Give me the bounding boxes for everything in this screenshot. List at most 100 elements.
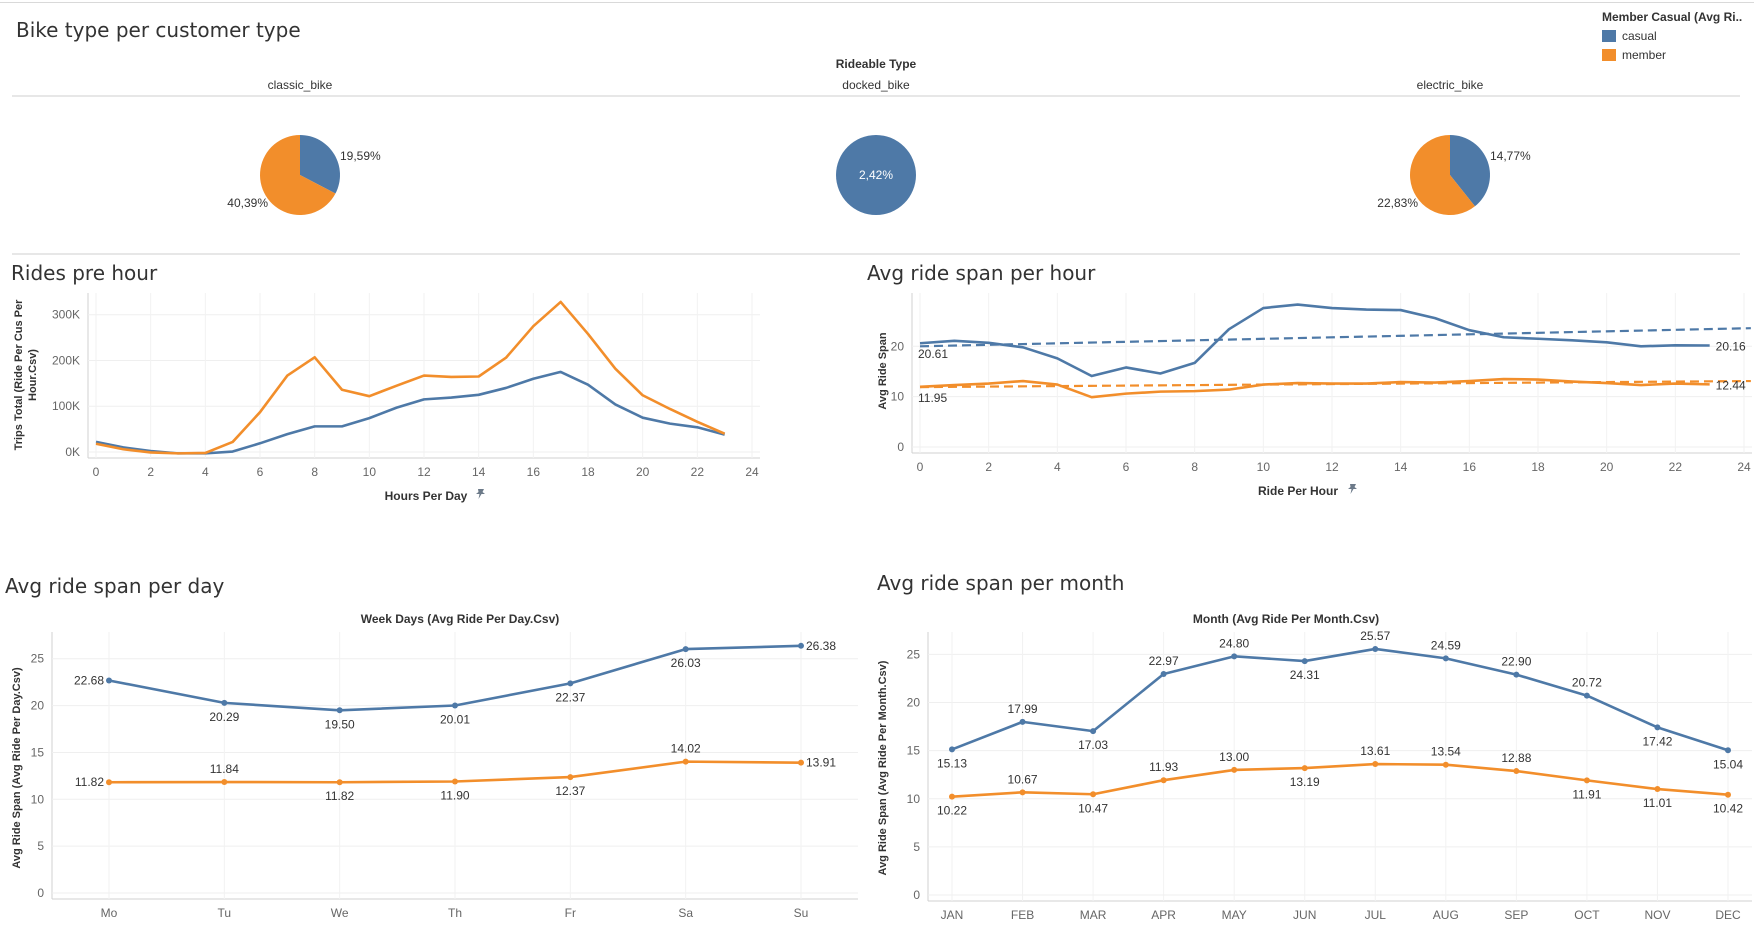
data-label-casual: 25.57	[1360, 629, 1390, 643]
data-label-casual: 24.31	[1290, 668, 1320, 682]
legend-item-casual[interactable]: casual	[1602, 29, 1752, 43]
rides-hour-title: Rides pre hour	[11, 261, 158, 285]
x-tick-label: 24	[745, 465, 759, 479]
x-tick-label: APR	[1151, 908, 1176, 922]
data-label-casual: 17.42	[1642, 734, 1672, 748]
data-label-member: 10.42	[1713, 802, 1743, 816]
y-axis-title: Trips Total (Ride Per Cus Per	[13, 299, 25, 450]
data-label-member: 10.47	[1078, 801, 1108, 815]
x-tick-label: 18	[581, 465, 595, 479]
x-tick-label: 10	[1257, 460, 1271, 474]
y-tick-label: 10	[907, 792, 921, 806]
y-tick-label: 5	[37, 839, 44, 853]
avg-span-hour-title: Avg ride span per hour	[867, 261, 1096, 285]
data-point-casual	[1231, 653, 1238, 660]
pin-icon	[1348, 484, 1357, 494]
pie-category-classic_bike: classic_bike	[268, 78, 333, 92]
pie-chart-panel: Rideable Type classic_bike 19,59% 40,39% doc…	[12, 57, 1740, 255]
data-label-member: 14.02	[671, 742, 701, 756]
avg-span-per-month-chart: 0 5 10 15 20 25 JAN FEB MAR APR MAY JUN JUL AUG SEP OCT…	[877, 612, 1752, 922]
data-label-casual: 20.29	[209, 710, 239, 724]
data-label-casual: 22.37	[555, 690, 585, 704]
x-tick-label: 24	[1737, 460, 1751, 474]
data-label-member: 11.93	[1149, 760, 1178, 774]
data-point-member	[1513, 768, 1520, 775]
data-label-casual: 24.59	[1431, 638, 1461, 652]
data-label-casual: 26.03	[671, 656, 701, 670]
chart-subtitle: Week Days (Avg Ride Per Day.Csv)	[361, 612, 560, 626]
x-axis-title: Hours Per Day	[385, 489, 468, 503]
top-divider	[0, 2, 1754, 3]
x-tick-label: Fr	[565, 906, 576, 920]
series-line-casual	[919, 303, 1710, 378]
data-point-casual	[1090, 728, 1097, 735]
series-line-casual	[951, 647, 1729, 752]
x-tick-label: 12	[417, 465, 431, 479]
x-tick-label: 20	[636, 465, 650, 479]
data-point-casual	[682, 646, 689, 653]
pie-slice-docked_bike-casual	[836, 135, 916, 215]
data-label-member: 10.22	[937, 804, 967, 818]
chart-subtitle: Month (Avg Ride Per Month.Csv)	[1193, 612, 1379, 626]
data-label-member: 13.54	[1431, 745, 1461, 759]
y-tick-label: 25	[907, 647, 921, 661]
data-label-member: 12.88	[1501, 751, 1531, 765]
data-label-member: 10.67	[1008, 772, 1038, 786]
x-tick-label: OCT	[1574, 908, 1600, 922]
data-point-member	[1090, 791, 1097, 798]
x-tick-label: 22	[691, 465, 705, 479]
data-label-member: 11.82	[325, 789, 354, 803]
x-tick-label: 0	[93, 465, 100, 479]
data-label-casual: 15.04	[1713, 757, 1743, 771]
x-tick-label: 6	[257, 465, 264, 479]
y-tick-label: 20	[907, 696, 921, 710]
point-label-casual: 20.16	[1716, 340, 1746, 354]
data-point-casual	[1372, 645, 1379, 652]
x-tick-label: 0	[917, 460, 924, 474]
data-label-casual: 20.72	[1572, 676, 1602, 690]
data-label-casual: 24.80	[1219, 636, 1249, 650]
x-axis-title: Ride Per Hour	[1258, 484, 1338, 498]
pie-docked_bike: docked_bike 2,42%	[836, 78, 916, 215]
data-point-member	[567, 774, 574, 781]
data-label-casual: 22.90	[1501, 655, 1531, 669]
data-label-member: 13.91	[806, 756, 836, 770]
point-label-member: 11.95	[918, 391, 947, 405]
data-label-casual: 22.68	[74, 673, 104, 687]
legend-item-member[interactable]: member	[1602, 48, 1752, 62]
data-point-member	[949, 793, 955, 800]
y-tick-label: 0K	[65, 445, 80, 459]
data-label-casual: 19.50	[325, 717, 355, 731]
y-tick-label: 0	[897, 440, 904, 454]
data-label-member: 13.19	[1290, 775, 1320, 789]
data-point-casual	[106, 677, 112, 684]
x-tick-label: 18	[1531, 460, 1545, 474]
x-tick-label: 4	[1054, 460, 1061, 474]
data-label-member: 13.00	[1219, 750, 1249, 764]
trend-line-casual	[919, 327, 1751, 348]
pie-column-header: Rideable Type	[836, 57, 917, 71]
legend-label-member: member	[1622, 48, 1667, 62]
y-tick-label: 0	[37, 886, 44, 900]
y-tick-label: 25	[31, 652, 45, 666]
x-tick-label: 16	[1463, 460, 1477, 474]
data-label-member: 13.61	[1360, 744, 1390, 758]
data-point-casual	[567, 680, 574, 687]
data-label-casual: 15.13	[937, 756, 967, 770]
x-tick-label: Th	[448, 906, 462, 920]
y-tick-label: 20	[891, 339, 905, 353]
data-point-casual	[949, 746, 955, 753]
x-tick-label: 6	[1123, 460, 1130, 474]
data-point-casual	[1301, 658, 1308, 665]
x-tick-label: AUG	[1433, 908, 1459, 922]
legend[interactable]: Member Casual (Avg Ri.. casual member	[1602, 10, 1752, 62]
legend-swatch-casual	[1602, 30, 1616, 42]
data-label-member: 11.84	[210, 762, 239, 776]
x-tick-label: JAN	[941, 908, 964, 922]
data-point-casual	[452, 702, 458, 709]
avg-span-per-day-chart: 0 5 10 15 20 25 Mo Tu We Th Fr Sa Su Week Days (Avg R…	[11, 612, 858, 920]
data-point-member	[221, 779, 228, 786]
pie-electric_bike: electric_bike 14,77% 22,83%	[1377, 78, 1531, 215]
x-tick-label: 2	[147, 465, 154, 479]
